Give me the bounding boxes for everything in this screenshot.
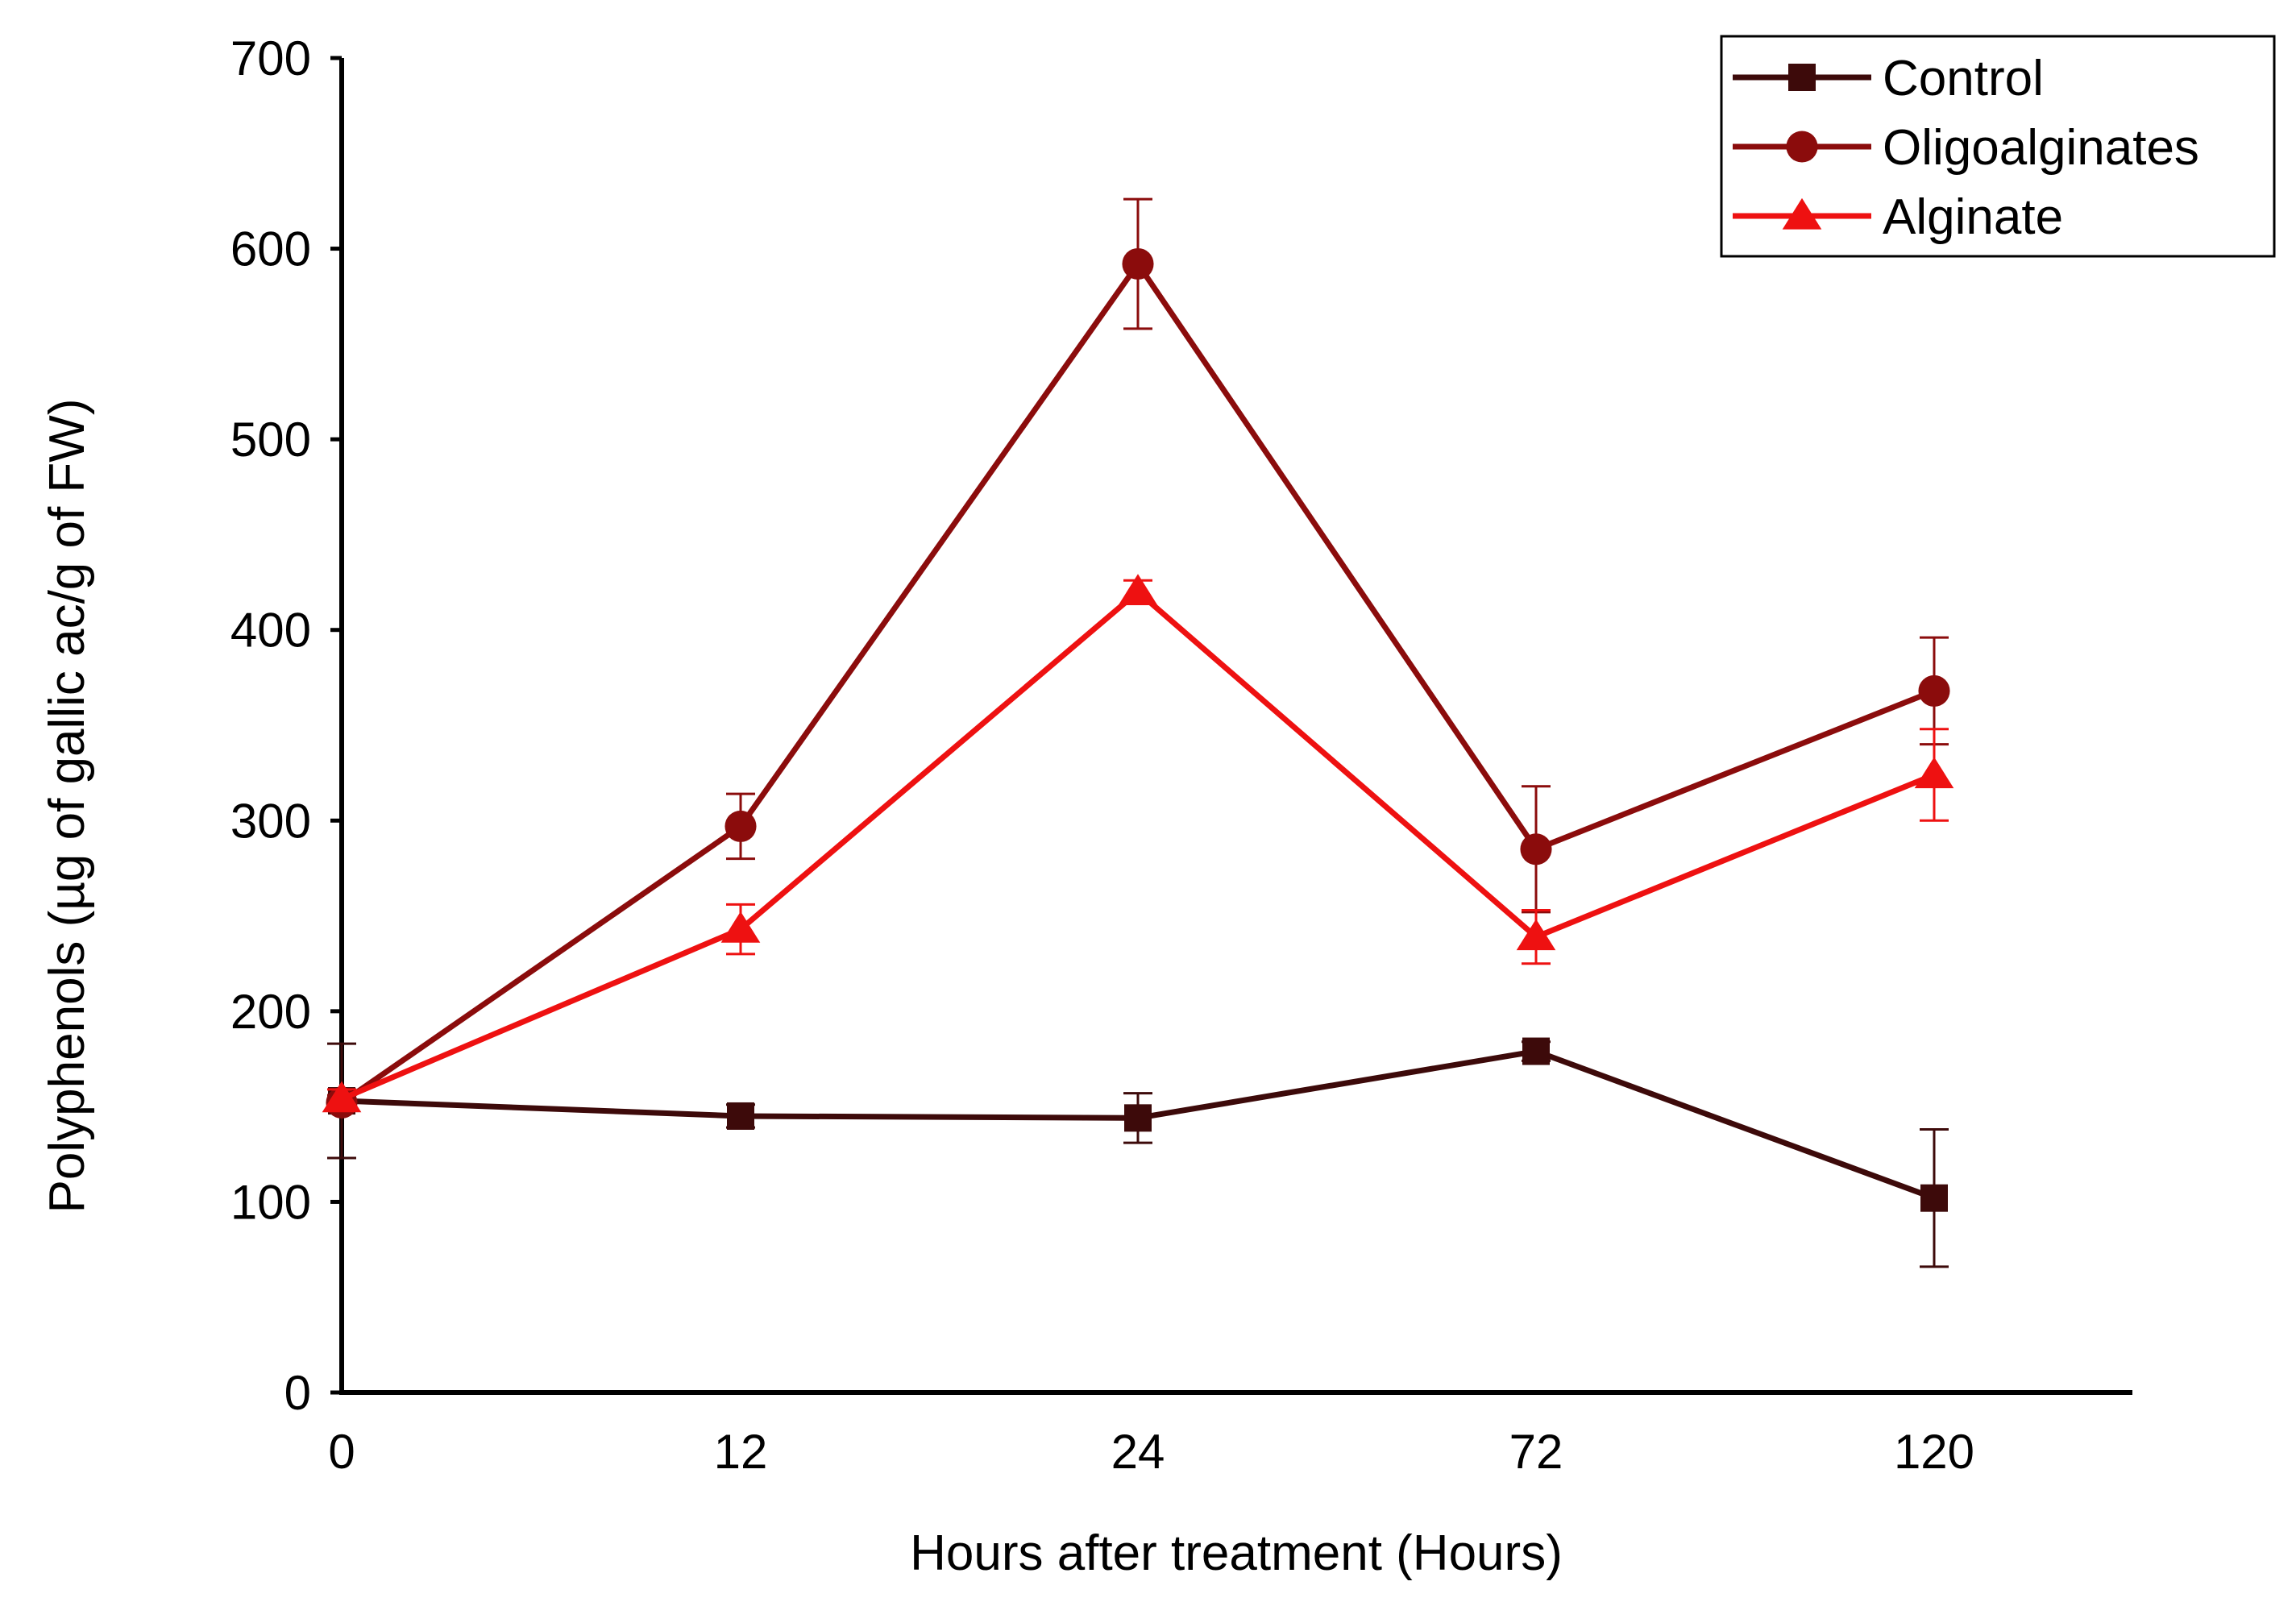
- y-tick-label: 600: [230, 222, 311, 276]
- marker-square: [1920, 1184, 1948, 1212]
- marker-triangle: [1914, 757, 1954, 789]
- legend-label: Alginate: [1883, 189, 2063, 245]
- legend-label: Control: [1883, 51, 2044, 106]
- legend-item-alginate: Alginate: [1733, 189, 2063, 245]
- y-tick-label: 300: [230, 794, 311, 848]
- y-tick-label: 0: [284, 1366, 311, 1420]
- marker-triangle: [1782, 197, 1822, 230]
- series-alginate: [322, 574, 1954, 1113]
- x-tick-label: 12: [714, 1425, 768, 1479]
- marker-circle: [1520, 833, 1552, 865]
- marker-square: [727, 1102, 754, 1130]
- marker-circle: [1786, 131, 1818, 163]
- marker-square: [1124, 1104, 1152, 1132]
- series-control: [327, 1037, 1949, 1268]
- y-axis-title: Polyphenols (µg of gallic ac/g of FW): [39, 399, 95, 1214]
- y-tick-label: 500: [230, 413, 311, 467]
- x-tick-label: 120: [1894, 1425, 1974, 1479]
- x-tick-label: 24: [1111, 1425, 1165, 1479]
- legend-item-oligoalginates: Oligoalginates: [1733, 120, 2199, 176]
- legend-item-control: Control: [1733, 51, 2044, 106]
- marker-triangle: [1118, 574, 1158, 605]
- marker-circle: [1122, 247, 1154, 280]
- series-line: [340, 588, 1936, 1102]
- x-axis-title: Hours after treatment (Hours): [910, 1525, 1563, 1581]
- marker-square: [1788, 64, 1816, 91]
- marker-square: [1522, 1037, 1550, 1065]
- x-tick-label: 72: [1509, 1425, 1563, 1479]
- x-tick-label: 0: [328, 1425, 355, 1479]
- series-oligoalginates: [326, 197, 1950, 1119]
- marker-circle: [725, 810, 757, 842]
- x-axis-ticks: 0 12 24 72 120: [328, 1425, 1974, 1479]
- series-line: [340, 260, 1936, 1106]
- marker-triangle: [322, 1081, 362, 1113]
- y-tick-label: 700: [230, 31, 311, 85]
- y-axis-ticks: 0 100 200 300 400 500 600 700: [230, 31, 342, 1420]
- y-tick-label: 200: [230, 985, 311, 1039]
- series-layer: [322, 197, 1954, 1268]
- marker-triangle: [1516, 919, 1556, 951]
- marker-triangle: [720, 911, 761, 943]
- legend-label: Oligoalginates: [1883, 120, 2199, 176]
- y-tick-label: 100: [230, 1175, 311, 1229]
- y-tick-label: 400: [230, 604, 311, 658]
- marker-circle: [1918, 674, 1950, 707]
- legend: Control Oligoalginates Alginate: [1720, 35, 2276, 258]
